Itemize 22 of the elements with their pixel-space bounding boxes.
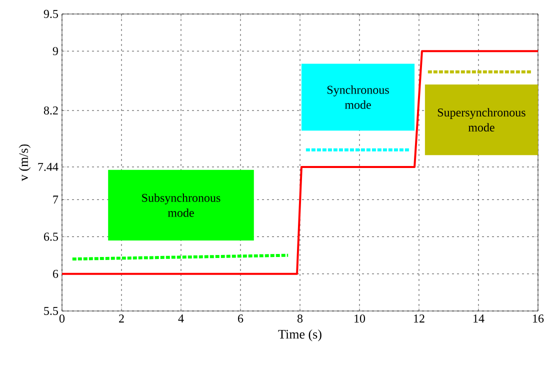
x-tick-label: 8 (297, 314, 303, 323)
x-tick-label: 16 (533, 314, 544, 323)
annotation: Supersynchronous mode (438, 108, 526, 132)
x-tick-label: 4 (178, 314, 184, 322)
x-tick-label: 10 (354, 314, 366, 323)
y-tick-label: 5.5 (44, 306, 58, 316)
y-tick-label: 7 (53, 196, 58, 204)
y-tick-label: 8.2 (44, 106, 58, 115)
y-tick-label: 7.44 (38, 162, 58, 171)
annotation: Synchronous mode (327, 85, 389, 109)
x-tick-label: 0 (59, 314, 65, 323)
x-tick-label: 14 (474, 314, 484, 322)
y-tick-label: 9 (52, 47, 58, 56)
y-tick-label: 6.5 (44, 232, 58, 241)
y-axis-title: v (m/s) (18, 144, 31, 182)
x-tick-label: 6 (238, 314, 244, 323)
x-axis-title: Time (s) (278, 329, 322, 342)
y-tick-label: 6 (52, 270, 58, 278)
x-tick-label: 2 (119, 314, 124, 322)
annotation: Subsynchronous mode (142, 193, 220, 217)
y-tick-label: 9.5 (44, 10, 58, 18)
x-tick-label: 12 (414, 314, 424, 322)
